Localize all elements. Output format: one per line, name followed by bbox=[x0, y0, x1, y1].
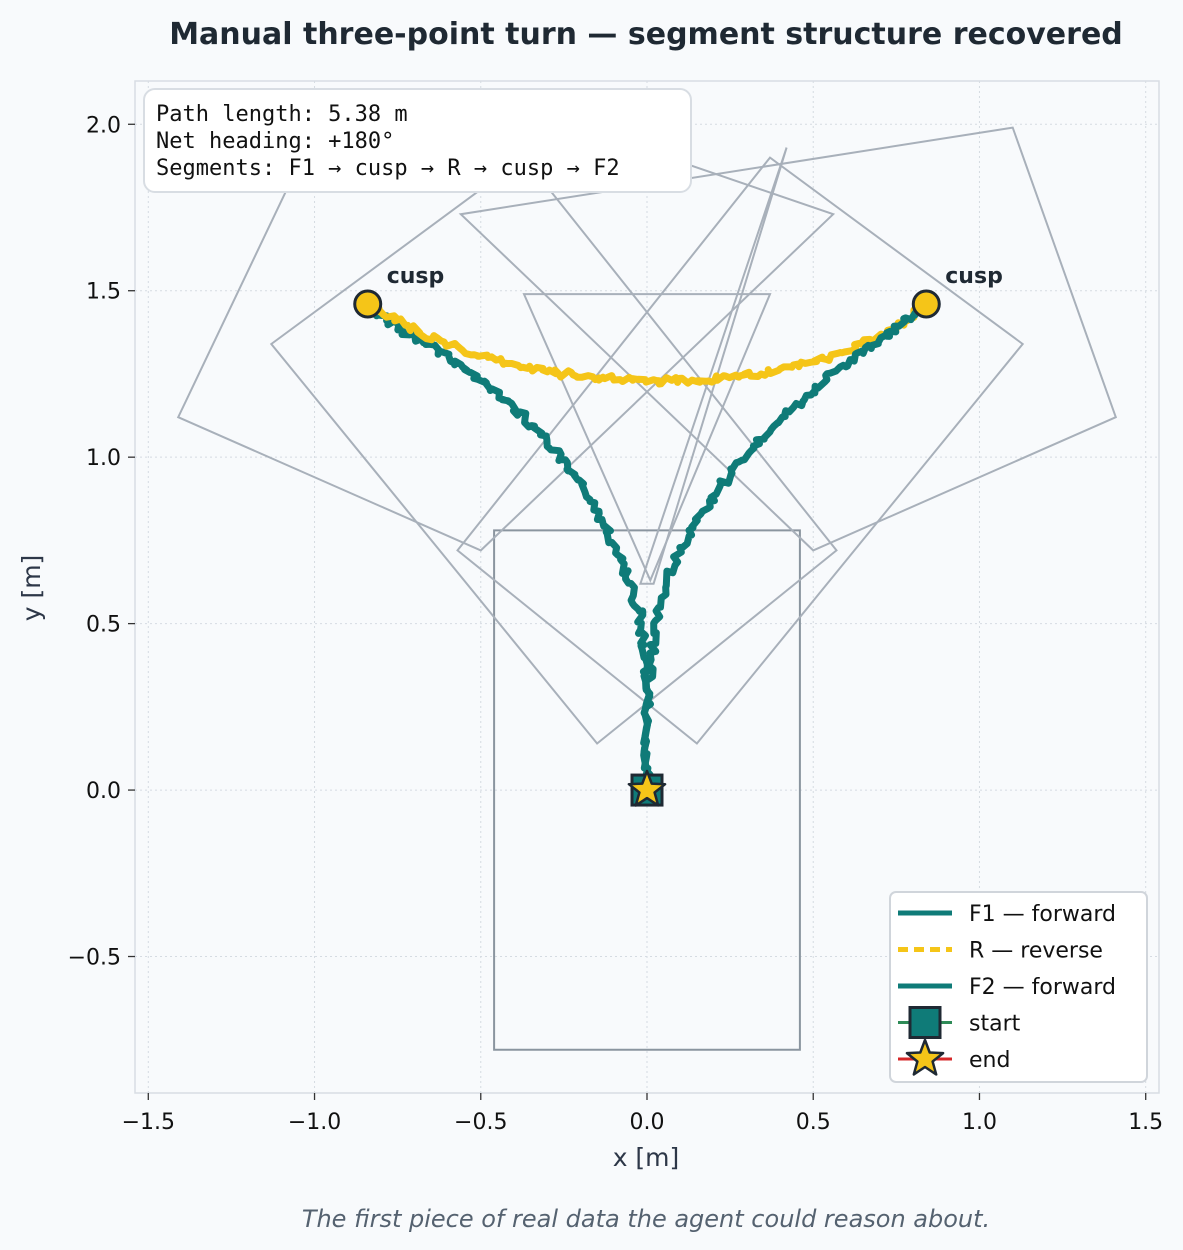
vehicle-footprints bbox=[176, 123, 1118, 1051]
cusp-point-0 bbox=[353, 289, 383, 319]
start-end-markers bbox=[627, 769, 667, 807]
legend: F1 — forward R — reverse F2 — forward start… bbox=[889, 891, 1148, 1083]
legend-box bbox=[889, 891, 1148, 1083]
stat-line-1: Net heading: +180° bbox=[156, 129, 394, 154]
x-tick-label-5: 1.0 bbox=[962, 1110, 997, 1135]
legend-start-swatch bbox=[908, 1006, 942, 1039]
x-tick-label-3: 0.0 bbox=[630, 1110, 665, 1135]
y-axis-label: y [m] bbox=[17, 555, 46, 622]
x-axis-label: x [m] bbox=[613, 1143, 680, 1172]
cusp-point-1 bbox=[911, 289, 941, 319]
y-tick-label-3: 1.0 bbox=[86, 446, 121, 471]
footprint-6 bbox=[458, 126, 1118, 552]
y-tick-label-2: 0.5 bbox=[86, 613, 121, 638]
y-tick-label-1: 0.0 bbox=[86, 779, 121, 804]
cusp-markers: cusp cusp bbox=[353, 264, 1003, 319]
y-tick-label-4: 1.5 bbox=[86, 280, 121, 305]
cusp-label-0: cusp bbox=[387, 264, 445, 289]
legend-r-label: R — reverse bbox=[969, 939, 1103, 964]
cusp-label-1: cusp bbox=[945, 264, 1003, 289]
legend-end-swatch bbox=[905, 1038, 945, 1076]
legend-f1-label: F1 — forward bbox=[969, 902, 1116, 927]
x-tick-label-6: 1.5 bbox=[1128, 1110, 1163, 1135]
y-tick-label-0: −0.5 bbox=[68, 946, 121, 971]
footprint-4 bbox=[639, 147, 788, 585]
stat-line-0: Path length: 5.38 m bbox=[156, 102, 408, 127]
y-tick-label-5: 2.0 bbox=[86, 113, 121, 138]
stats-box-background bbox=[143, 88, 692, 193]
chart-caption: The first piece of real data the agent c… bbox=[302, 1205, 990, 1233]
legend-start-label: start bbox=[969, 1012, 1021, 1037]
legend-end-label: end bbox=[969, 1048, 1010, 1073]
footprint-2 bbox=[456, 156, 1025, 745]
axes: −1.5 −1.0 −0.5 0.0 0.5 1.0 1.5 −0.5 0.0 0.5 1.0 1.5… bbox=[68, 80, 1163, 1135]
x-tick-label-4: 0.5 bbox=[796, 1110, 831, 1135]
series-line-2 bbox=[640, 300, 929, 794]
footprint-3 bbox=[522, 293, 772, 583]
trajectory-series bbox=[361, 299, 930, 797]
footprint-0 bbox=[493, 529, 801, 1051]
chart-title: Manual three-point turn — segment struct… bbox=[169, 17, 1123, 52]
stat-line-2: Segments: F1 → cusp → R → cusp → F2 bbox=[156, 156, 620, 181]
x-tick-label-0: −1.5 bbox=[122, 1110, 175, 1135]
legend-f2-label: F2 — forward bbox=[969, 975, 1116, 1000]
end-marker bbox=[627, 769, 667, 807]
series-line-1 bbox=[361, 299, 930, 388]
x-tick-label-1: −1.0 bbox=[288, 1110, 341, 1135]
x-tick-label-2: −0.5 bbox=[454, 1110, 507, 1135]
